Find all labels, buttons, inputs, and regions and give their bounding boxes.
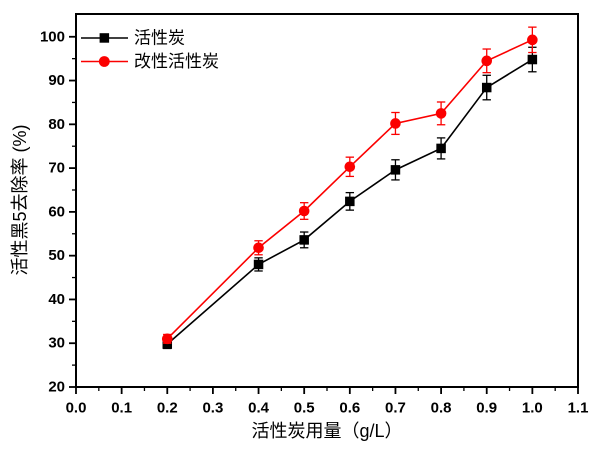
legend-square-marker-icon [99, 33, 110, 43]
y-tick-label: 70 [48, 160, 65, 177]
x-tick-label: 0.4 [248, 399, 270, 416]
x-axis-title: 活性炭用量（g/L） [251, 421, 402, 441]
data-point-marker [344, 161, 356, 173]
legend: 活性炭 改性活性炭 [81, 29, 219, 71]
y-tick-label: 80 [48, 116, 65, 133]
series-line [166, 58, 533, 345]
data-point-marker [298, 205, 310, 217]
x-tick-label: 1.1 [568, 399, 589, 416]
series-line [166, 39, 533, 340]
y-tick-label: 100 [40, 28, 65, 45]
data-point-marker [299, 235, 309, 245]
x-tick-label: 0.0 [66, 399, 87, 416]
data-point-marker [390, 118, 401, 129]
x-tick-label: 0.7 [385, 399, 406, 416]
data-point-marker [481, 82, 492, 93]
y-tick-label: 90 [48, 72, 65, 89]
legend-label-activated-carbon: 活性炭 [134, 29, 185, 48]
data-point-marker [481, 55, 493, 67]
y-tick-label: 60 [48, 203, 65, 220]
legend-label-modified-activated-carbon: 改性活性炭 [134, 52, 219, 71]
data-point-marker [390, 165, 401, 175]
data-point-marker [253, 242, 264, 254]
x-tick-label: 0.5 [294, 399, 315, 416]
x-tick-label: 0.2 [157, 399, 178, 416]
data-point-marker [161, 333, 173, 345]
y-tick-label: 30 [48, 335, 65, 352]
plot-area: 0.0 0.1 0.2 0.3 0.4 0.5 0.6 0.7 0.8 0.9 1.0 1.1 20 30… [40, 13, 589, 416]
legend-item-modified-activated-carbon: 改性活性炭 [81, 52, 219, 71]
x-tick-label: 1.0 [522, 399, 543, 416]
data-point-marker [527, 54, 538, 65]
x-tick-label: 0.1 [111, 399, 132, 416]
y-tick-label: 50 [48, 247, 65, 264]
y-axis-title: 活性黑5去除率 (%) [10, 124, 30, 275]
y-tick-label: 40 [48, 291, 65, 308]
legend-item-activated-carbon: 活性炭 [81, 29, 185, 48]
data-point-marker [253, 259, 264, 270]
data-point-marker [345, 196, 355, 207]
y-tick-label: 20 [48, 379, 65, 396]
x-tick-label: 0.6 [339, 399, 360, 416]
x-tick-label: 0.9 [476, 399, 497, 416]
data-point-marker [435, 108, 447, 119]
x-tick-label: 0.3 [202, 399, 223, 416]
legend-circle-marker-icon [98, 56, 110, 67]
data-point-marker [527, 34, 538, 46]
data-point-marker [436, 143, 446, 154]
x-tick-label: 0.8 [431, 399, 452, 416]
